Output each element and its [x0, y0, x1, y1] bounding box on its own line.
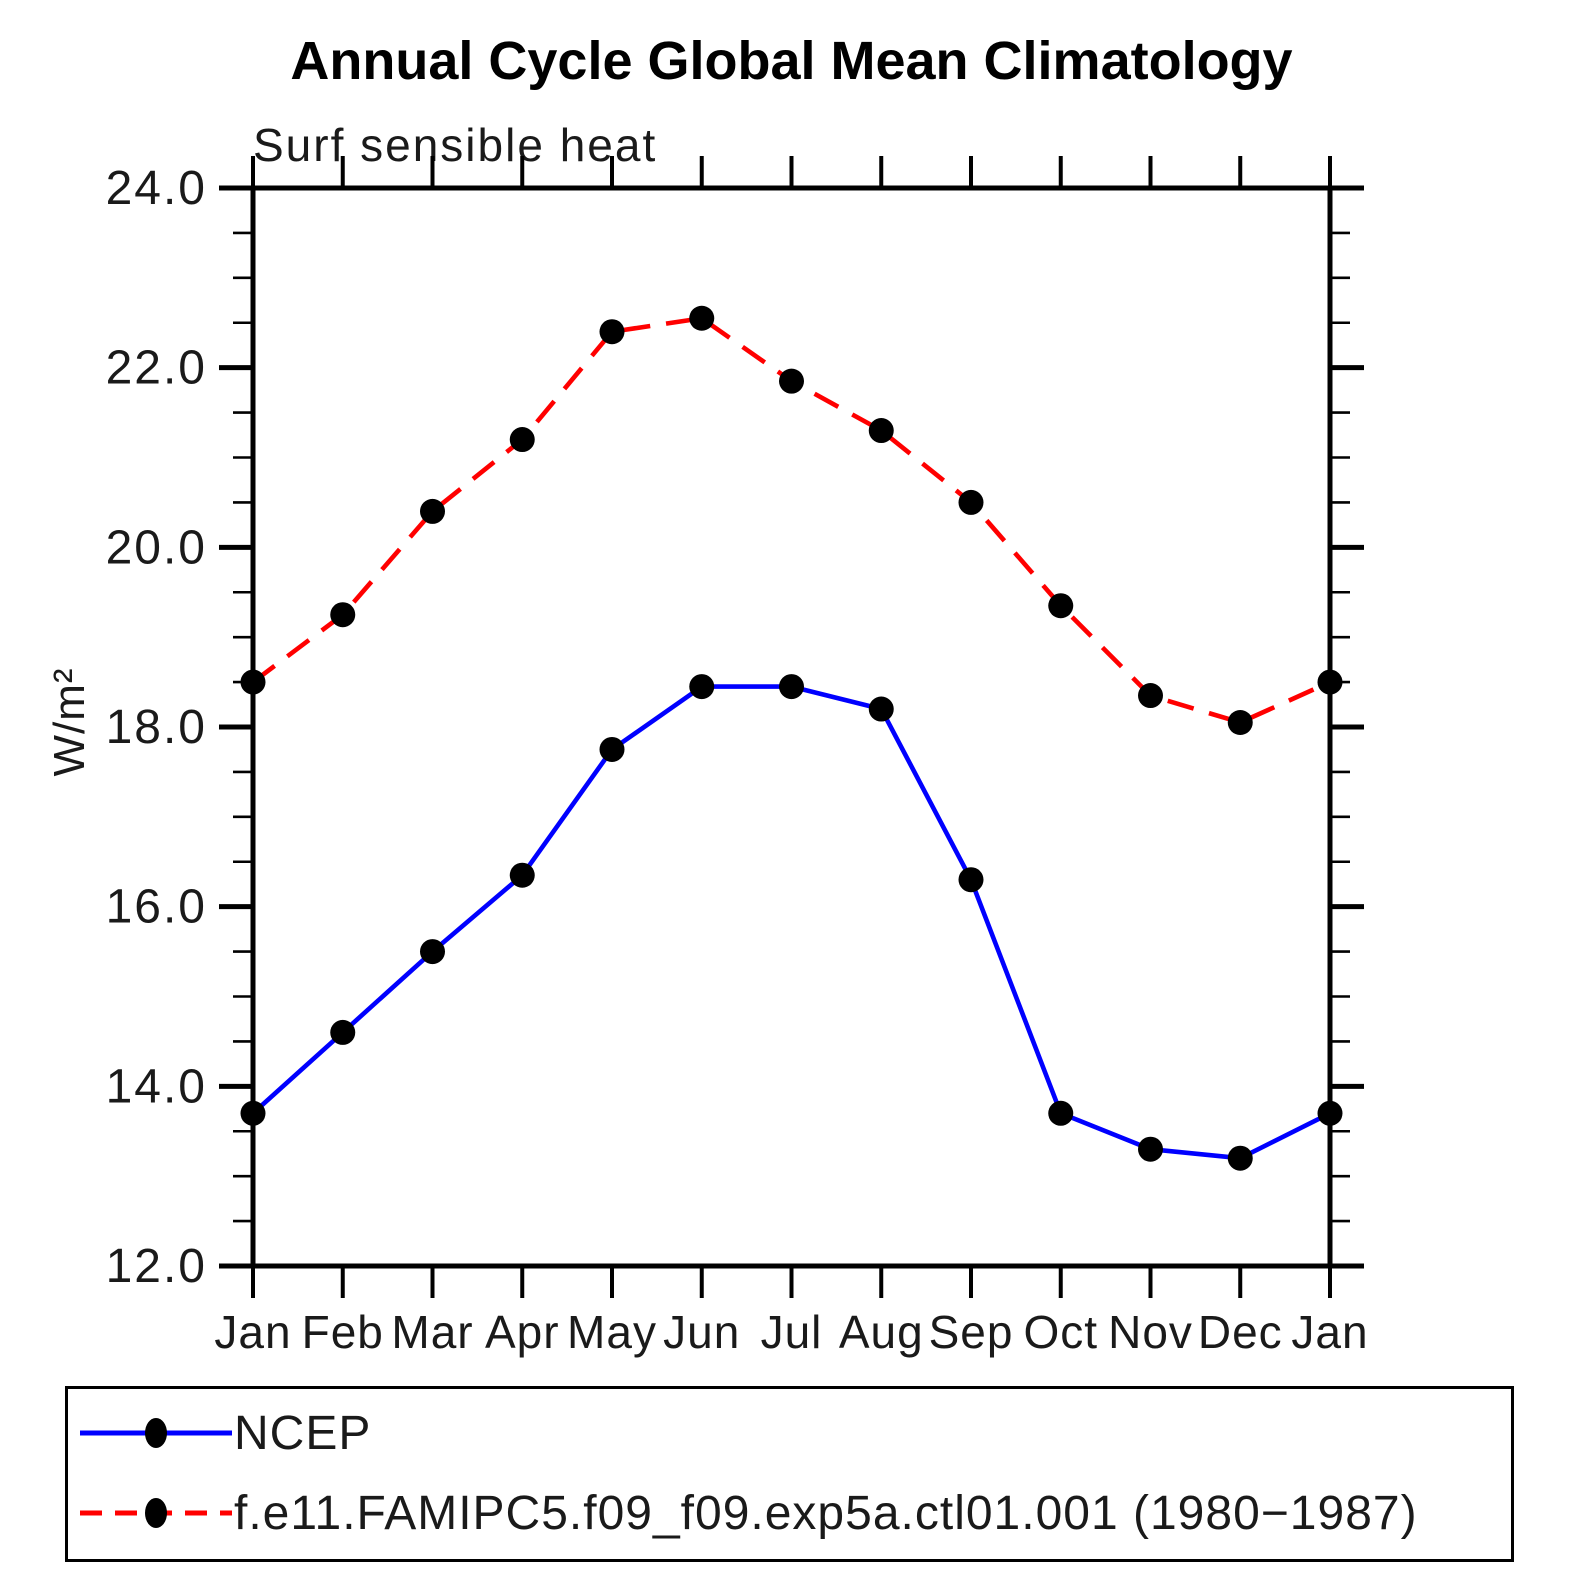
legend-row-model: f.e11.FAMIPC5.f09_f09.exp5a.ctl01.001 (1…	[74, 1481, 1418, 1545]
x-tick-label: Oct	[1023, 1306, 1098, 1358]
model-data-point-marker	[1227, 710, 1253, 736]
y-tick-label: 24.0	[106, 162, 207, 215]
x-tick-label: Jan	[1291, 1306, 1368, 1358]
ncep-data-point-marker	[1317, 1100, 1343, 1126]
x-tick-label: Mar	[391, 1306, 473, 1358]
legend-label-model: f.e11.FAMIPC5.f09_f09.exp5a.ctl01.001 (1…	[234, 1486, 1418, 1540]
legend-row-ncep: NCEP	[74, 1401, 371, 1465]
x-tick-label: Jan	[214, 1306, 291, 1358]
y-tick-label: 16.0	[106, 881, 207, 934]
x-tick-label: May	[567, 1306, 657, 1358]
ncep-data-point-marker	[1048, 1100, 1074, 1126]
ncep-data-point-marker	[779, 674, 804, 700]
y-tick-label: 14.0	[106, 1060, 207, 1113]
x-tick-label: Dec	[1198, 1306, 1283, 1358]
chart-title: Annual Cycle Global Mean Climatology	[290, 31, 1293, 91]
plot-frame	[250, 185, 1333, 1269]
ncep-data-point-marker	[240, 1100, 266, 1126]
model-data-point-marker	[1317, 669, 1343, 695]
model-data-point-marker	[779, 368, 804, 394]
y-tick-label: 18.0	[106, 701, 207, 754]
x-tick-label: Jun	[663, 1306, 740, 1358]
x-tick-label: Apr	[485, 1306, 560, 1358]
ncep-data-point-marker	[868, 696, 894, 722]
x-tick-label: Aug	[839, 1306, 924, 1358]
legend-label-ncep: NCEP	[234, 1406, 372, 1460]
model-data-point-marker	[689, 305, 715, 331]
model-data-point-marker	[599, 319, 625, 345]
x-tick-label: Nov	[1108, 1306, 1193, 1358]
ncep-data-line	[251, 684, 1332, 1161]
x-tick-label: Jul	[761, 1306, 823, 1358]
model-data-point-marker	[1048, 593, 1074, 619]
ncep-data-point-marker	[599, 736, 625, 762]
ncep-data-point-marker	[689, 674, 715, 700]
y-tick-label: 12.0	[106, 1240, 207, 1293]
model-data-point-marker	[958, 489, 984, 515]
model-data-point-marker	[868, 418, 894, 444]
y-tick-label: 22.0	[106, 342, 207, 395]
ncep-data-point-marker	[420, 939, 445, 965]
model-data-point-marker	[330, 602, 356, 628]
model-data-point-marker	[420, 498, 445, 524]
ncep-data-point-marker	[1227, 1145, 1253, 1171]
x-tick-label: Sep	[929, 1306, 1014, 1358]
model-line-swatch-icon	[80, 1498, 232, 1528]
ncep-data-point-marker	[958, 867, 984, 893]
ncep-data-point-marker	[1138, 1136, 1163, 1162]
ncep-data-point-marker	[509, 862, 535, 888]
y-tick-label: 20.0	[106, 521, 207, 574]
legend: NCEP f.e11.FAMIPC5.f09_f09.exp5a.ctl01.0…	[65, 1386, 1514, 1562]
model-data-point-marker	[240, 669, 266, 695]
model-data-point-marker	[1138, 683, 1163, 709]
model-data-point-marker	[509, 427, 535, 453]
x-tick-label: Feb	[302, 1306, 384, 1358]
ncep-data-point-marker	[330, 1019, 356, 1045]
ncep-line-swatch-icon	[80, 1418, 232, 1448]
chart-subtitle: Surf sensible heat	[253, 119, 658, 171]
